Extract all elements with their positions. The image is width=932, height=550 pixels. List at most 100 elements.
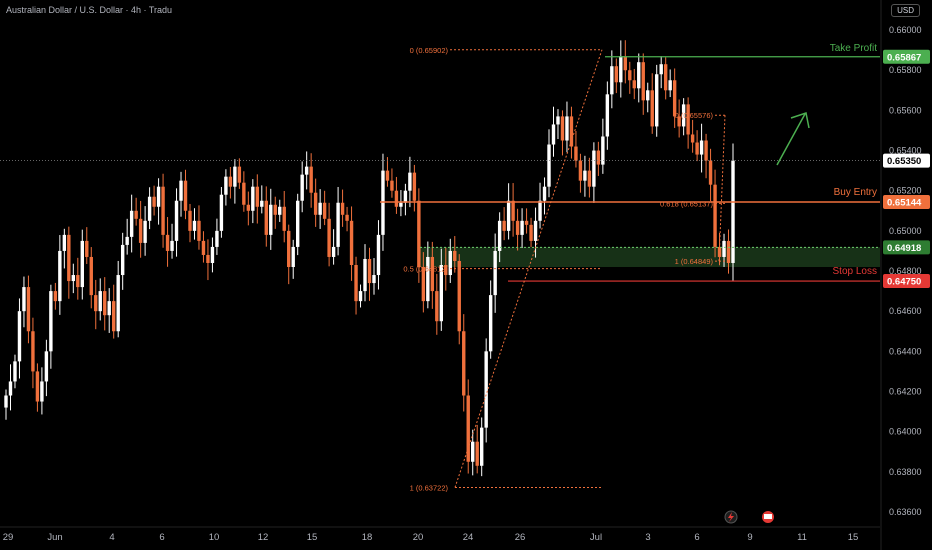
candle-body [453, 250, 457, 261]
y-tick-label: 0.66000 [889, 25, 922, 35]
candle-body [349, 220, 354, 265]
candle-body [255, 186, 260, 207]
candle-body [587, 170, 592, 187]
candle-body [269, 204, 273, 235]
chart-title: Australian Dollar / U.S. Dollar · 4h · T… [6, 5, 173, 15]
price-badge-label: 0.65350 [887, 156, 921, 167]
price-badge [883, 240, 930, 255]
candle-body [219, 194, 224, 231]
buy-entry-label: Buy Entry [834, 187, 877, 198]
candle-body [188, 210, 192, 231]
candle-body [89, 256, 93, 296]
candle-body [655, 74, 659, 127]
price-badge [883, 274, 930, 289]
price-badge-label: 0.64918 [887, 243, 921, 254]
candle-body [278, 206, 282, 215]
candle-body [35, 371, 40, 402]
candle-body [426, 256, 430, 302]
candle-body [565, 116, 569, 141]
annotations: Take Profit Buy Entry Stop Loss 0 (0.65902)… [0, 43, 880, 492]
candle-body [282, 206, 286, 231]
candle-body [287, 230, 291, 268]
candle-body [174, 200, 179, 241]
candle-body [475, 441, 479, 466]
candle-body [197, 220, 201, 241]
candle-body [704, 140, 708, 161]
candle-body [134, 210, 138, 219]
currency-button[interactable]: USD [891, 4, 920, 17]
candle-body [246, 204, 251, 211]
candle-body [53, 291, 58, 302]
candle-body [161, 186, 165, 235]
lightning-glyph [728, 512, 734, 522]
candle-body [601, 136, 605, 165]
x-tick-label: 11 [797, 532, 807, 543]
candle-body [309, 166, 313, 193]
candle-body [524, 220, 529, 225]
candle-body [686, 104, 690, 135]
candle-body [623, 56, 627, 71]
y-tick-label: 0.65800 [889, 65, 922, 75]
y-tick-label: 0.65400 [889, 146, 922, 156]
candle-body [650, 90, 654, 127]
candle-body [435, 291, 439, 322]
candle-body [506, 200, 511, 231]
candle-body [430, 256, 435, 292]
candle-body [605, 94, 610, 137]
price-badge-label: 0.64750 [887, 277, 921, 288]
candle-body [156, 186, 161, 207]
candle-body [547, 144, 551, 187]
candle-body [408, 172, 412, 191]
y-tick-label: 0.63600 [889, 507, 922, 517]
candle-body [233, 166, 237, 187]
price-badge-label: 0.65144 [887, 197, 922, 208]
candle-body [76, 275, 80, 288]
candle-body [116, 275, 120, 332]
candle-body [641, 62, 645, 101]
candle-body [529, 224, 533, 241]
candle-body [224, 176, 228, 195]
support-zone [420, 247, 880, 268]
candle-body [345, 214, 349, 221]
candle-body [394, 190, 399, 207]
x-tick-label: 20 [413, 532, 424, 543]
candle-body [421, 267, 426, 302]
candle-body [242, 182, 246, 205]
candle-body [215, 230, 219, 247]
candle-body [502, 220, 506, 231]
candle-body [466, 395, 470, 462]
x-tick-label: 29 [3, 532, 14, 543]
y-tick-label: 0.63800 [889, 467, 922, 477]
candle-body [731, 160, 735, 263]
candle-body [659, 64, 663, 75]
candle-body [417, 200, 421, 268]
x-tick-label: 4 [109, 532, 114, 543]
candle-body [291, 246, 295, 268]
candle-body [17, 311, 22, 362]
candle-body [179, 180, 183, 201]
candle-body [668, 80, 672, 91]
candle-body [533, 220, 538, 241]
candle-body [138, 218, 143, 243]
candle-body [313, 192, 318, 215]
candle-body [4, 395, 8, 408]
candle-body [107, 301, 111, 316]
candle-body [98, 291, 102, 312]
candle-body [381, 170, 385, 235]
candle-body [67, 234, 71, 282]
candles [4, 40, 735, 477]
fib-right-0-label: 0 (0.65576) [675, 111, 714, 120]
fib-left-0-label: 0 (0.65902) [410, 46, 449, 55]
candle-body [403, 190, 408, 203]
candle-body [520, 220, 524, 235]
candle-body [31, 331, 35, 372]
candle-body [260, 200, 264, 207]
price-badge [883, 49, 930, 64]
y-axis: 0.66000 0.65800 0.65600 0.65400 0.65200 0.650… [880, 0, 930, 550]
candle-body [322, 202, 327, 219]
candle-body [331, 246, 336, 257]
candle-body [583, 170, 587, 181]
candle-body [663, 64, 668, 91]
x-tick-label: 6 [694, 532, 699, 543]
